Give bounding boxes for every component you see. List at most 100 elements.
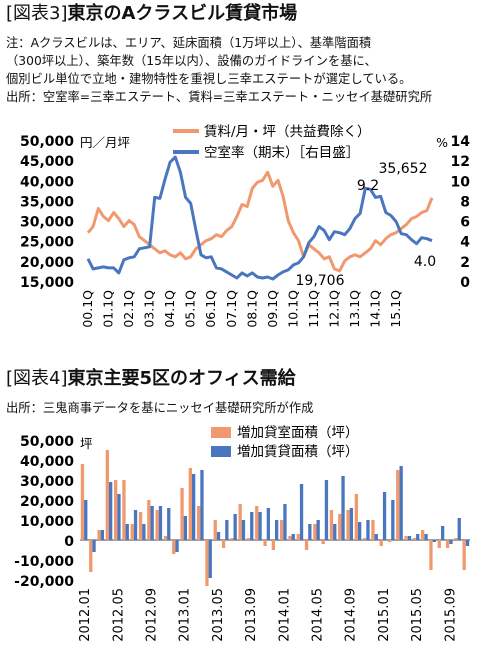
y-left-tick-label: 30,000 xyxy=(20,215,74,231)
bar-leased xyxy=(250,512,254,540)
x-tick-label: 06.1Q xyxy=(203,290,218,328)
rent-line xyxy=(86,170,434,273)
x-tick-label: 07.1Q xyxy=(224,290,239,328)
bar-vacant xyxy=(354,494,358,540)
x-tick-label: 2014.05 xyxy=(310,588,325,642)
y-tick-label: 20,000 xyxy=(20,494,74,510)
bar-leased xyxy=(291,534,295,540)
y-right-tick-label: 2 xyxy=(460,255,470,271)
y-tick-label: -20,000 xyxy=(14,574,74,590)
y-left-tick-label: 40,000 xyxy=(20,174,74,190)
bar-vacant xyxy=(221,540,226,548)
x-tick-label: 04.1Q xyxy=(162,290,177,328)
x-tick-label: 2013.05 xyxy=(211,588,226,642)
bar-vacant xyxy=(313,524,317,540)
bar-vacant xyxy=(288,536,292,540)
bar-vacant xyxy=(462,540,466,570)
x-tick-label: 09.1Q xyxy=(265,290,280,328)
bar-vacant xyxy=(296,534,300,540)
x-tick-label: 14.1Q xyxy=(368,290,383,328)
x-tick-label: 2014.09 xyxy=(344,588,359,642)
bar-leased xyxy=(92,540,96,552)
bar-leased xyxy=(324,480,329,540)
bar-vacant xyxy=(346,510,350,540)
bar-leased xyxy=(457,518,461,540)
bar-vacant xyxy=(163,536,168,540)
bar-leased xyxy=(125,524,129,540)
y-left-tick-label: 15,000 xyxy=(20,275,74,291)
x-tick-label: 02.1Q xyxy=(121,290,136,328)
bar-leased xyxy=(424,534,428,540)
bar-leased xyxy=(175,540,179,552)
bar-leased xyxy=(374,534,378,540)
legend-swatch xyxy=(211,427,231,438)
bar-vacant xyxy=(271,540,275,550)
bar-leased xyxy=(416,534,420,540)
bar-vacant xyxy=(379,540,383,546)
bar-leased xyxy=(233,514,237,540)
bar-leased xyxy=(216,532,221,540)
legend-label: 空室率（期末）［右目盛］ xyxy=(204,144,359,161)
bar-vacant xyxy=(97,530,101,540)
bar-vacant xyxy=(89,540,93,572)
bar-vacant xyxy=(445,540,450,548)
y-tick-label: 30,000 xyxy=(20,474,74,490)
bar-leased xyxy=(441,526,445,540)
bar-vacant xyxy=(396,470,400,540)
bar-vacant xyxy=(404,536,408,540)
bar-vacant xyxy=(130,524,134,540)
bar-vacant xyxy=(412,538,416,540)
chart4-supply-demand: 50,000 40,000 30,000 20,000 10,000 0 -10,000 -2… xyxy=(14,424,470,642)
y-tick-label: 10,000 xyxy=(20,514,74,530)
bar-leased xyxy=(150,506,154,540)
bar-vacant xyxy=(304,540,309,550)
figure4-source: 出所：三鬼商事データを基にニッセイ基礎研究所が作成 xyxy=(6,401,314,415)
y-left-unit: 円／月坪 xyxy=(80,135,130,150)
bar-leased xyxy=(100,530,104,540)
bar-leased xyxy=(258,512,262,540)
bar-vacant xyxy=(437,540,441,548)
vacancy-line xyxy=(86,155,433,281)
bar-leased xyxy=(158,506,163,540)
x-tick-label: 10.1Q xyxy=(285,290,300,328)
y-right-tick-label: 14 xyxy=(451,134,471,150)
bar-leased xyxy=(316,520,320,540)
bar-vacant xyxy=(172,540,176,554)
figure3-note-line: 注：Aクラスビルは、エリア、延床面積（1万坪以上）、基準階面積 xyxy=(6,36,372,50)
x-tick-label: 08.1Q xyxy=(244,290,259,328)
bar-vacant xyxy=(122,480,126,540)
x-tick-label: 15.1Q xyxy=(388,290,403,328)
y-left-tick-label: 45,000 xyxy=(20,154,74,170)
data-annotation: 9.2 xyxy=(357,178,379,194)
bar-leased xyxy=(133,510,138,540)
bar-leased xyxy=(183,516,187,540)
bar-leased xyxy=(449,540,453,544)
bar-vacant xyxy=(246,538,251,540)
x-tick-label: 2013.09 xyxy=(244,588,259,642)
bar-vacant xyxy=(230,538,234,540)
bar-leased xyxy=(432,540,436,542)
bar-leased xyxy=(366,520,370,540)
x-tick-label: 2012.01 xyxy=(78,588,93,642)
bar-leased xyxy=(341,476,345,540)
figure3-heading: [図表3]東京のAクラスビル賃貸市場 xyxy=(6,3,297,25)
bar-leased xyxy=(241,520,246,540)
bar-vacant xyxy=(421,530,425,540)
y-right-tick-label: 10 xyxy=(451,174,471,190)
y-right-tick-label: 0 xyxy=(460,275,470,291)
x-tick-label: 13.1Q xyxy=(347,290,362,328)
bar-vacant xyxy=(255,506,259,540)
bar-vacant xyxy=(180,488,184,540)
bar-leased xyxy=(308,524,312,540)
bar-leased xyxy=(407,536,412,540)
y-tick-label: 40,000 xyxy=(20,454,74,470)
x-tick-label: 03.1Q xyxy=(142,290,157,328)
x-tick-label: 12.1Q xyxy=(326,290,341,328)
x-tick-label: 2015.09 xyxy=(443,588,458,642)
bar-vacant xyxy=(338,514,342,540)
x-tick-label: 2013.01 xyxy=(178,588,193,642)
x-tick-label: 11.1Q xyxy=(306,290,321,328)
bar-leased xyxy=(399,466,403,540)
figure3-note-line: 個別ビル単位で立地・建物特性を重視し三幸エステートが選定している。 xyxy=(6,72,412,86)
figure4-heading: [図表4]東京主要5区のオフィス需給 xyxy=(6,368,296,390)
